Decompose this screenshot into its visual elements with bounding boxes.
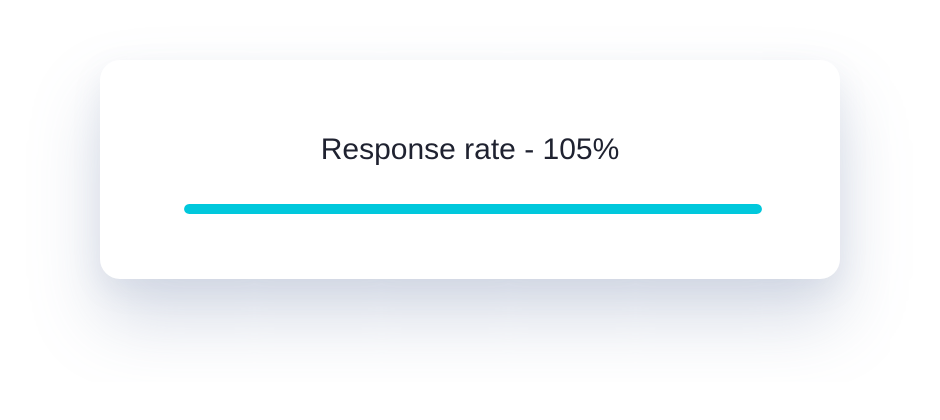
response-rate-title: Response rate - 105%: [100, 130, 840, 170]
response-rate-value: 105%: [542, 133, 620, 166]
title-separator: -: [515, 133, 543, 166]
response-rate-label: Response rate: [320, 133, 516, 166]
response-rate-card: Response rate - 105%: [100, 60, 840, 279]
response-rate-progress-fill: [184, 204, 762, 214]
response-rate-progress-track: [184, 204, 762, 214]
